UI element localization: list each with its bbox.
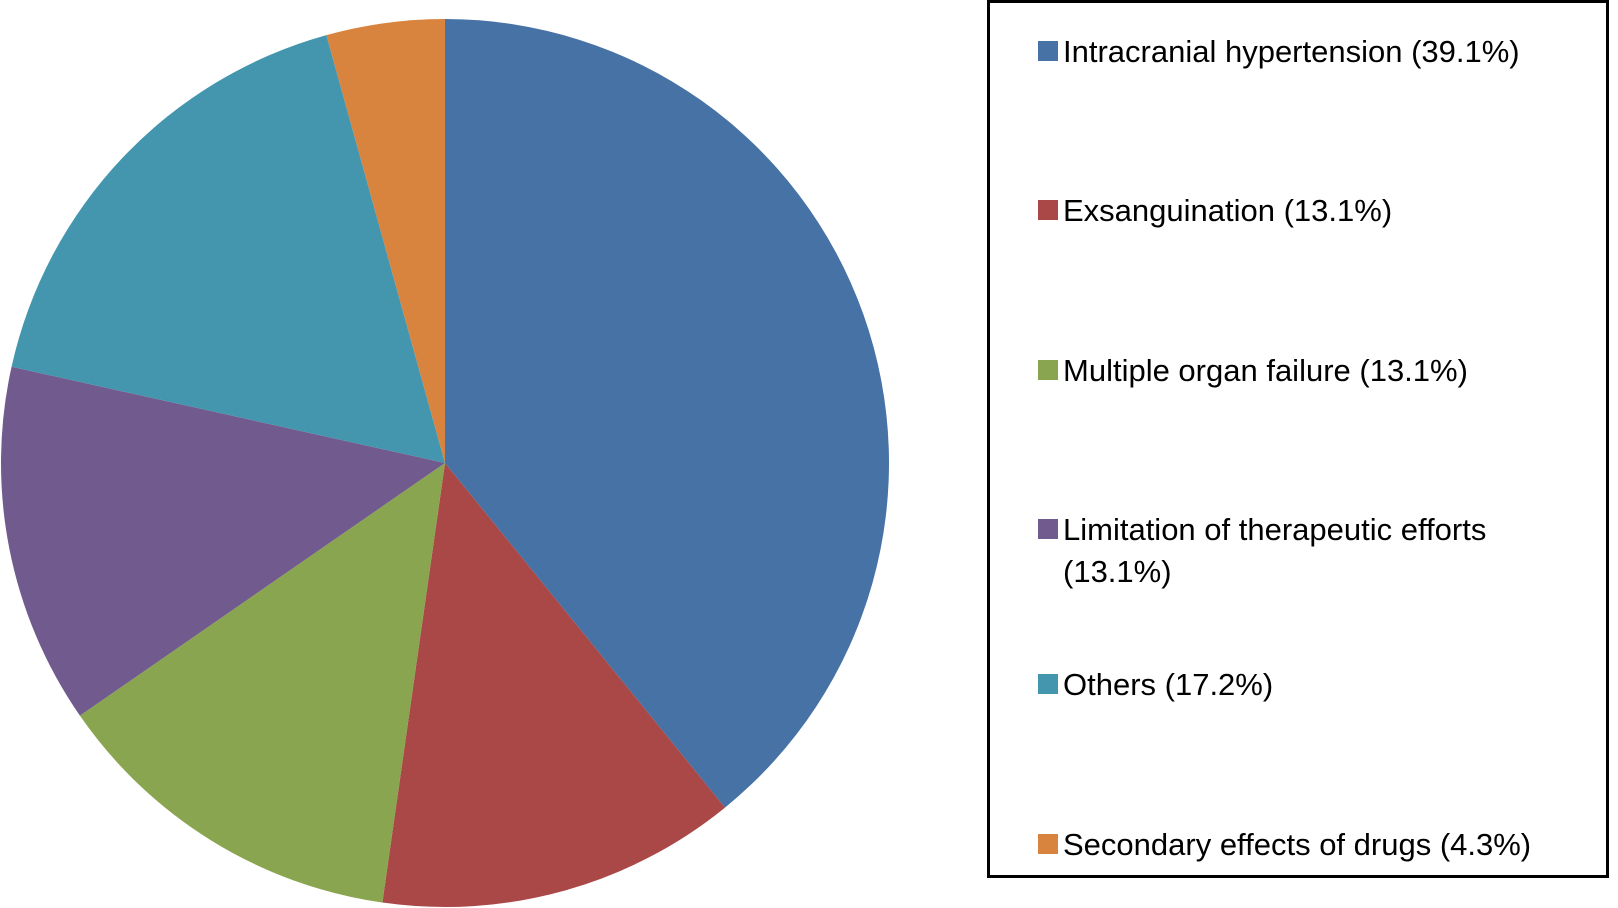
chart-legend: Intracranial hypertension (39.1%) Exsang… [987,0,1609,878]
legend-item-others: Others (17.2%) [1038,664,1593,706]
pie-slice-secondary-effects-of-drugs [326,19,445,463]
legend-swatch-icon [1038,674,1058,694]
pie-slice-intracranial-hypertension [445,19,889,808]
legend-item-secondary-effects-of-drugs: Secondary effects of drugs (4.3%) [1038,824,1593,866]
legend-item-exsanguination: Exsanguination (13.1%) [1038,190,1593,232]
pie-slice-multiple-organ-failure [79,463,445,903]
pie-slice-exsanguination [382,463,726,908]
legend-label: Others (17.2%) [1063,667,1274,702]
pie-chart [0,19,889,908]
legend-swatch-icon [1038,360,1058,380]
pie-slice-others [11,35,446,463]
legend-swatch-icon [1038,834,1058,854]
legend-label: Secondary effects of drugs (4.3%) [1063,827,1532,862]
legend-swatch-icon [1038,519,1058,539]
legend-item-intracranial-hypertension: Intracranial hypertension (39.1%) [1038,31,1593,73]
legend-item-multiple-organ-failure: Multiple organ failure (13.1%) [1038,350,1593,392]
legend-swatch-icon [1038,41,1058,61]
legend-label: Limitation of therapeutic efforts (13.1%… [1063,512,1487,589]
pie-slice-limitation-of-therapeutic-efforts [0,366,445,716]
legend-label: Exsanguination (13.1%) [1063,193,1393,228]
legend-label: Multiple organ failure (13.1%) [1063,353,1468,388]
legend-swatch-icon [1038,200,1058,220]
legend-label: Intracranial hypertension (39.1%) [1063,34,1520,69]
legend-item-limitation-of-therapeutic-efforts: Limitation of therapeutic efforts (13.1%… [1038,509,1543,593]
